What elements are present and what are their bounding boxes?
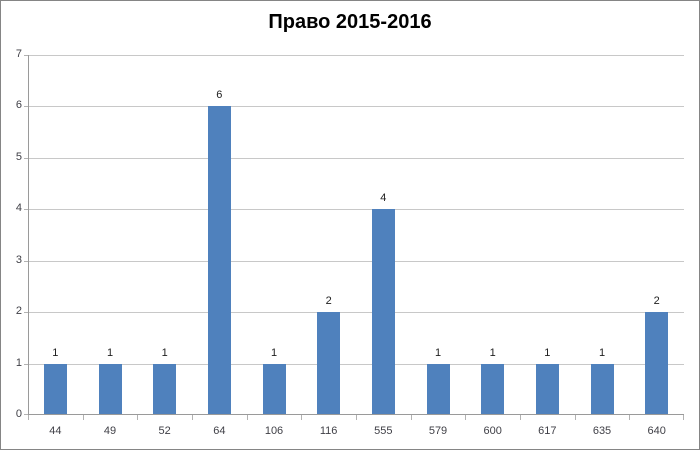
y-axis-tick: [24, 55, 28, 56]
y-axis-tick: [24, 414, 28, 415]
x-tick-label: 579: [428, 425, 448, 437]
bar: [207, 106, 231, 414]
gridline: [28, 106, 684, 108]
gridline: [28, 209, 684, 211]
gridline: [28, 157, 684, 159]
y-axis-labels: 0 1 2 3 4 5 6 7: [1, 48, 22, 420]
gridline: [28, 363, 684, 365]
bar: [43, 363, 67, 414]
gridline: [28, 260, 684, 262]
bar-value-label: 1: [270, 346, 278, 359]
y-axis-tick: [24, 363, 28, 365]
y-tick-label: 2: [15, 305, 22, 318]
x-tick-label: 44: [49, 425, 62, 437]
bar: [645, 312, 669, 414]
x-axis-tick: [629, 415, 631, 420]
bar: [317, 312, 341, 414]
bar: [590, 363, 614, 414]
x-tick-label: 635: [592, 425, 612, 437]
y-axis-tick: [24, 209, 28, 211]
x-axis: [28, 414, 684, 415]
x-axis-tick: [683, 415, 684, 420]
x-axis-tick: [192, 415, 193, 420]
x-tick-label: 600: [483, 425, 502, 437]
x-axis-tick: [137, 415, 139, 420]
y-tick-label: 1: [15, 356, 22, 369]
x-tick-label: 64: [213, 425, 226, 437]
y-axis-tick: [24, 260, 28, 262]
gridline: [28, 55, 684, 56]
x-tick-label: 106: [264, 425, 284, 437]
gridline: [28, 312, 684, 314]
y-tick-label: 5: [15, 150, 22, 163]
bar: [262, 363, 286, 414]
chart-title: Право 2015-2016: [268, 11, 432, 33]
bar-value-label: 1: [52, 346, 59, 359]
y-axis-tick: [24, 157, 28, 159]
bar-value-label: 4: [380, 192, 387, 205]
y-tick-label: 4: [15, 202, 22, 215]
x-axis-tick: [28, 415, 29, 420]
x-tick-label: 640: [647, 425, 666, 437]
bar-value-label: 2: [653, 295, 660, 308]
x-tick-label: 49: [103, 425, 117, 437]
y-tick-label: 7: [15, 48, 22, 60]
x-tick-label: 555: [374, 425, 393, 437]
x-axis-tick: [246, 415, 248, 420]
bar-value-label: 1: [489, 346, 496, 359]
x-axis-tick: [410, 415, 412, 420]
bar-value-label: 6: [216, 89, 223, 102]
x-axis-tick: [82, 415, 84, 420]
bar: [153, 363, 177, 414]
bar: [535, 363, 559, 414]
x-tick-label: 116: [319, 425, 338, 437]
bar-value-label: 1: [161, 346, 168, 359]
y-tick-label: 3: [15, 253, 22, 266]
bar: [98, 363, 122, 414]
y-tick-label: 6: [15, 99, 22, 112]
y-axis-tick: [24, 106, 28, 108]
x-tick-label: 52: [158, 425, 171, 437]
y-axis: [28, 55, 29, 415]
x-axis-tick: [356, 415, 357, 420]
bar-value-label: 1: [106, 346, 114, 359]
y-tick-label: 0: [15, 408, 22, 420]
y-axis-tick: [24, 312, 28, 314]
bar: [426, 363, 450, 414]
bar-value-label: 1: [598, 346, 606, 359]
bar: [371, 209, 395, 414]
bar: [481, 363, 505, 414]
bar-value-label: 1: [544, 346, 551, 359]
x-axis-tick: [574, 415, 576, 420]
bar-value-label: 2: [325, 295, 332, 308]
x-tick-label: 617: [538, 425, 557, 437]
x-axis-labels: 44 49 52 64 106 116 555 579 600 617 635 640: [28, 415, 684, 447]
x-axis-tick: [465, 415, 467, 420]
bar-value-label: 1: [434, 346, 442, 359]
x-axis-tick: [301, 415, 303, 420]
x-axis-tick: [520, 415, 521, 420]
